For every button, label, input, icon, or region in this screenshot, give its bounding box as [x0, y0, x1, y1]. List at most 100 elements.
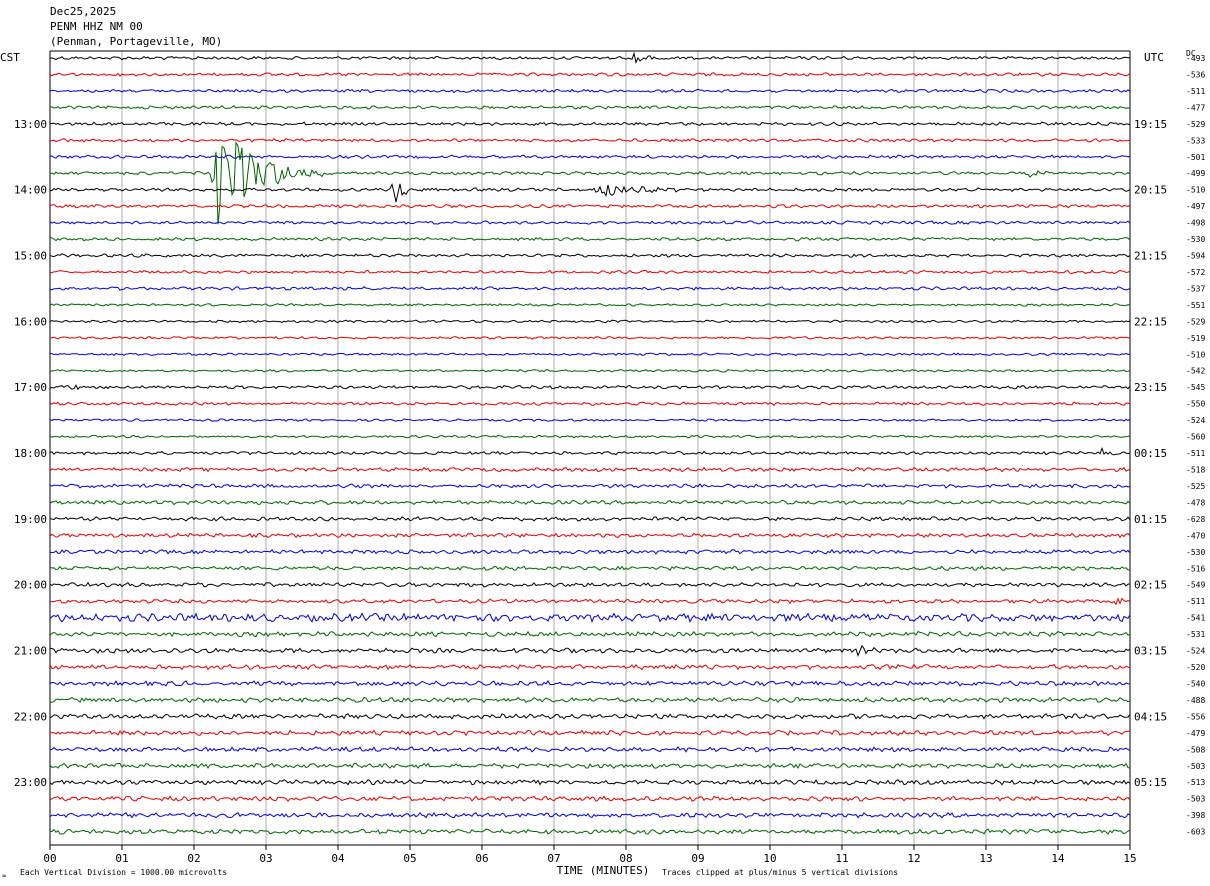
dc-offset-label: -531	[1186, 630, 1205, 639]
left-hour-label: 14:00	[14, 184, 47, 197]
dc-offset-label: -603	[1186, 828, 1205, 837]
dc-offset-label: -549	[1186, 581, 1205, 590]
x-tick-label: 06	[475, 852, 488, 865]
x-tick-label: 02	[187, 852, 200, 865]
dc-offset-label: -529	[1186, 317, 1205, 326]
right-hour-label: 04:15	[1134, 710, 1167, 723]
trace-row-12	[49, 253, 1131, 258]
trace-row-43	[49, 762, 1131, 770]
x-tick-label: 11	[835, 852, 848, 865]
right-hour-label: 21:15	[1134, 250, 1167, 263]
trace-row-29	[49, 532, 1131, 539]
trace-row-9	[49, 203, 1131, 209]
trace-row-3	[49, 105, 1131, 110]
trace-row-20	[49, 384, 1131, 391]
dc-offset-label: -537	[1186, 284, 1205, 293]
right-hour-label: 20:15	[1134, 184, 1167, 197]
dc-offset-label: -398	[1186, 811, 1205, 820]
dc-offset-label: -540	[1186, 679, 1205, 688]
x-tick-label: 09	[691, 852, 704, 865]
dc-offset-label: -525	[1186, 482, 1205, 491]
axis-labels: -493 -536 -511 -477 -529 -533 -501 -499 -510 -497…	[0, 49, 1205, 880]
trace-row-0	[49, 51, 1130, 64]
right-hour-label: 01:15	[1134, 513, 1167, 526]
trace-row-36	[49, 644, 1131, 657]
dc-offset-label: -524	[1186, 647, 1205, 656]
scale-note: Each Vertical Division = 1000.00 microvo…	[20, 868, 227, 877]
left-hour-label: 17:00	[14, 381, 47, 394]
dc-offset-label: -478	[1186, 498, 1205, 507]
x-tick-label: 13	[979, 852, 992, 865]
dc-offset-label: -520	[1186, 663, 1205, 672]
dc-offset-label: -572	[1186, 268, 1205, 277]
dc-offset-label: -501	[1186, 153, 1205, 162]
left-hour-label: 15:00	[14, 250, 47, 263]
trace-row-28	[49, 516, 1131, 522]
trace-row-18	[49, 352, 1131, 357]
dc-offset-label: -530	[1186, 235, 1205, 244]
trace-row-14	[49, 286, 1131, 291]
x-tick-label: 08	[619, 852, 632, 865]
dc-offset-label: -545	[1186, 383, 1205, 392]
trace-row-26	[49, 483, 1131, 489]
dc-offset-label: -510	[1186, 350, 1205, 359]
dc-offset-label: -536	[1186, 70, 1205, 79]
trace-row-6	[49, 154, 1131, 160]
header-date: Dec25,2025	[50, 5, 117, 18]
right-hour-label: 22:15	[1134, 315, 1167, 328]
right-hour-label: 23:15	[1134, 381, 1167, 394]
dc-offset-label: -511	[1186, 87, 1205, 96]
dc-offset-label: -479	[1186, 729, 1205, 738]
dc-offset-label: -510	[1186, 186, 1205, 195]
trace-row-4	[49, 121, 1131, 127]
right-timezone-label: UTC	[1144, 51, 1164, 64]
left-hour-label: 19:00	[14, 513, 47, 526]
trace-row-42	[49, 745, 1131, 753]
trace-row-5	[49, 137, 1131, 143]
dc-offset-label: -511	[1186, 449, 1205, 458]
trace-row-16	[49, 319, 1131, 324]
trace-row-44	[49, 778, 1131, 786]
trace-row-35	[49, 630, 1131, 638]
x-tick-label: 10	[763, 852, 776, 865]
x-tick-label: 04	[331, 852, 345, 865]
left-hour-label: 22:00	[14, 710, 47, 723]
trace-row-22	[49, 418, 1131, 423]
trace-row-27	[49, 499, 1131, 506]
dc-offset-label: -497	[1186, 202, 1205, 211]
x-tick-label: 00	[43, 852, 56, 865]
dc-offset-label: -470	[1186, 531, 1205, 540]
left-hour-label: 21:00	[14, 645, 47, 658]
trace-group	[49, 51, 1131, 835]
dc-offset-label: -628	[1186, 515, 1205, 524]
right-hour-label: 19:15	[1134, 118, 1167, 131]
plot-grid	[49, 50, 1131, 850]
dc-offset-label: -516	[1186, 564, 1205, 573]
trace-row-39	[49, 696, 1131, 704]
dc-offset-label: -524	[1186, 416, 1205, 425]
dc-header-label: DC	[1186, 49, 1196, 58]
dc-offset-label: -499	[1186, 169, 1205, 178]
trace-row-13	[49, 269, 1131, 275]
trace-row-34	[49, 612, 1131, 624]
trace-row-33	[49, 597, 1131, 606]
left-hour-label: 23:00	[14, 776, 47, 789]
trace-row-25	[49, 466, 1131, 473]
trace-row-47	[50, 828, 1131, 835]
dc-offset-label: -560	[1186, 433, 1205, 442]
dc-offset-label: -498	[1186, 219, 1205, 228]
trace-row-10	[49, 220, 1131, 225]
trace-row-40	[49, 713, 1131, 720]
logo-mark: ≈	[2, 872, 6, 880]
dc-offset-label: -556	[1186, 712, 1205, 721]
dc-offset-label: -542	[1186, 367, 1205, 376]
x-tick-label: 07	[547, 852, 560, 865]
trace-row-45	[49, 795, 1131, 802]
right-hour-label: 02:15	[1134, 579, 1167, 592]
dc-offset-label: -488	[1186, 696, 1205, 705]
x-tick-label: 15	[1123, 852, 1136, 865]
trace-row-30	[49, 548, 1131, 555]
left-hour-label: 13:00	[14, 118, 47, 131]
trace-row-37	[49, 663, 1131, 671]
